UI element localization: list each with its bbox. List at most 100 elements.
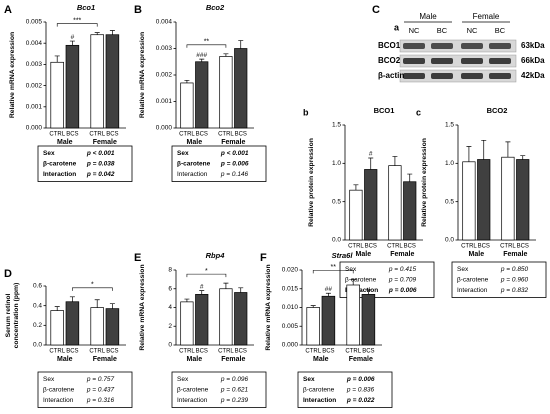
error-bar xyxy=(392,156,398,166)
y-tick-label: 0.4 xyxy=(33,302,42,309)
stats-p: p = 0.757 xyxy=(86,376,115,383)
y-axis-label: Relative mRNA expression xyxy=(265,264,272,350)
stats-label: Interaction xyxy=(177,397,208,404)
error-bar xyxy=(520,155,526,160)
group-label: Male xyxy=(187,356,203,363)
blot-strip xyxy=(399,69,517,83)
stats-label: β-carotene xyxy=(177,160,211,167)
x-tick-label: CTRL xyxy=(500,244,516,250)
y-tick-label: 1.0 xyxy=(332,160,341,167)
y-tick-label: 0.015 xyxy=(282,285,299,292)
bracket-label: ** xyxy=(204,39,210,46)
x-tick-label: CTRL xyxy=(345,349,361,355)
error-bar xyxy=(407,173,413,182)
protein-size: 63kDa xyxy=(521,41,545,50)
x-tick-label: CTRL xyxy=(89,349,105,355)
y-axis-label: Serum retinol xyxy=(5,293,12,337)
x-tick-label: CTRL xyxy=(89,132,105,138)
significance-mark: # xyxy=(71,34,75,41)
x-tick-label: CTRL xyxy=(179,349,195,355)
y-tick-label: 0.2 xyxy=(33,322,42,329)
error-bar xyxy=(54,55,60,63)
protein-size: 42kDa xyxy=(521,71,545,80)
stats-p: p = 0.709 xyxy=(388,276,417,283)
blot-band xyxy=(403,58,425,64)
significance-mark: # xyxy=(200,283,204,290)
stats-label: Sex xyxy=(303,376,315,383)
bracket xyxy=(186,44,227,48)
bar xyxy=(501,156,515,241)
bar xyxy=(462,161,476,241)
bracket-label: * xyxy=(91,282,94,289)
bar xyxy=(50,310,64,346)
stats-p: p = 0.038 xyxy=(86,160,115,167)
y-axis-label: Relative mRNA expression xyxy=(9,32,16,118)
panel-label: F xyxy=(260,252,267,264)
stats-p: p = 0.006 xyxy=(220,160,249,167)
y-tick-label: 0.010 xyxy=(282,304,299,311)
y-tick-label: 0.6 xyxy=(33,283,42,290)
blot-band xyxy=(431,58,453,64)
y-tick-label: 0.003 xyxy=(156,45,173,52)
x-tick-label: BCS xyxy=(362,349,374,355)
group-label: Male xyxy=(469,251,485,258)
blot-strip xyxy=(399,54,517,68)
error-bar xyxy=(199,58,205,62)
error-bar xyxy=(94,299,100,308)
blot-band xyxy=(403,73,425,79)
blot-lane: NC xyxy=(409,26,420,35)
bar xyxy=(65,44,80,129)
y-tick-label: 0.001 xyxy=(156,98,173,105)
y-tick-label: 1.0 xyxy=(445,160,454,167)
bar xyxy=(234,48,248,129)
y-axis-label: Relative protein expression xyxy=(421,138,428,227)
x-tick-label: BCS xyxy=(517,244,529,250)
x-tick-label: CTRL xyxy=(348,244,364,250)
error-bar xyxy=(109,303,115,309)
stats-label: Interaction xyxy=(345,287,378,294)
significance-mark: ## xyxy=(325,286,333,293)
error-bar xyxy=(109,30,115,35)
y-tick-label: 0.0 xyxy=(332,237,341,244)
bar xyxy=(388,165,402,241)
y-tick-label: 0.0 xyxy=(33,342,42,349)
stats-p: p = 0.316 xyxy=(86,397,115,404)
x-tick-label: BCS xyxy=(365,244,377,250)
x-tick-label: CTRL xyxy=(218,132,234,138)
chart-title: Stra6l xyxy=(332,251,354,260)
stats-box xyxy=(451,261,547,298)
bar xyxy=(50,61,64,129)
x-tick-label: CTRL xyxy=(461,244,477,250)
bracket xyxy=(312,270,354,274)
y-tick-label: 0.5 xyxy=(445,198,454,205)
blot-group: Male xyxy=(419,12,437,21)
bar xyxy=(364,169,378,241)
y-tick-label: 1.5 xyxy=(332,122,341,129)
y-tick-label: 0.000 xyxy=(282,342,299,349)
y-axis-label: Relative mRNA expression xyxy=(139,264,146,350)
chart-title: Bco2 xyxy=(206,3,225,12)
chart-title: BCO2 xyxy=(487,106,508,115)
stats-box xyxy=(37,371,133,408)
bracket-label: * xyxy=(205,268,208,275)
group-label: Female xyxy=(349,356,373,363)
bar xyxy=(180,82,194,129)
blot-band xyxy=(461,73,483,79)
error-bar xyxy=(54,306,60,311)
panel-label: D xyxy=(4,268,12,280)
bar xyxy=(346,284,360,346)
stats-p: p = 0.836 xyxy=(346,386,375,393)
y-tick-label: 0.000 xyxy=(156,125,173,132)
blot-band xyxy=(461,43,483,49)
blot-lane: NC xyxy=(467,26,478,35)
stats-label: Interaction xyxy=(177,171,208,178)
bar xyxy=(105,34,120,129)
x-tick-label: BCS xyxy=(106,132,118,138)
x-tick-label: BCS xyxy=(235,132,247,138)
stats-box xyxy=(37,145,133,182)
stats-label: Interaction xyxy=(457,287,488,294)
bar xyxy=(349,189,363,241)
y-tick-label: 0.020 xyxy=(282,267,299,274)
bar xyxy=(90,307,104,346)
